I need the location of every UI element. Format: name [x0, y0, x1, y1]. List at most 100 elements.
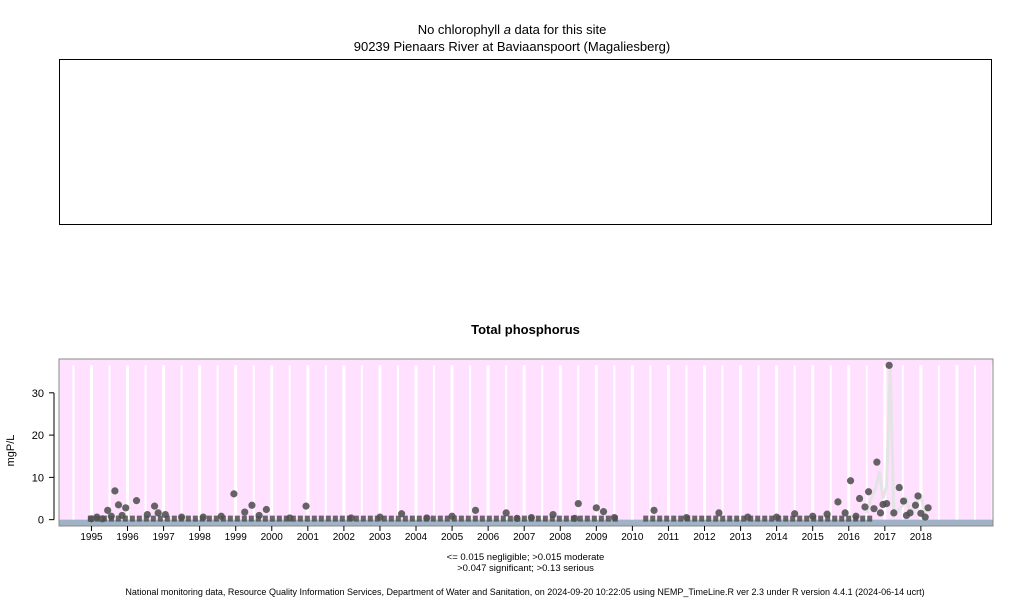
x-tick-label: 2016: [838, 532, 861, 543]
x-tick-label: 2002: [333, 532, 356, 543]
data-point: [855, 494, 864, 503]
x-tick-label: 2014: [766, 532, 789, 543]
footer-credit: National monitoring data, Resource Quali…: [125, 587, 925, 597]
data-point: [448, 512, 456, 520]
x-tick-label: 1997: [152, 532, 175, 543]
data-point: [914, 492, 922, 500]
x-tick-label: 2006: [477, 532, 500, 543]
data-point: [111, 487, 119, 495]
x-tick-label: 1996: [116, 532, 139, 543]
data-point: [906, 509, 914, 517]
data-point: [286, 514, 294, 522]
data-point: [650, 506, 658, 514]
data-point: [347, 514, 355, 522]
chlorophyll-empty-panel: [59, 59, 992, 225]
data-point: [852, 512, 860, 520]
data-point: [118, 511, 126, 520]
plot-frame: [58, 358, 994, 527]
x-tick-label: 1998: [189, 532, 212, 543]
data-point: [599, 508, 608, 516]
x-tick-label: 2015: [802, 532, 825, 543]
data-point: [161, 510, 169, 519]
chlorophyll-title-italic: a: [503, 22, 511, 37]
y-axis-label: mgP/L: [5, 435, 17, 467]
data-point: [93, 513, 101, 521]
chlorophyll-title: No chlorophyll a data for this site: [0, 22, 1024, 37]
x-tick-label: 2017: [874, 532, 897, 543]
data-point: [132, 497, 141, 505]
data-point: [610, 513, 618, 522]
data-point: [911, 501, 920, 509]
data-point: [122, 504, 130, 512]
data-points: [87, 361, 932, 523]
gridlines: [72, 365, 995, 526]
data-point: [715, 509, 723, 517]
data-point: [883, 499, 891, 508]
data-point: [870, 505, 878, 513]
x-tick-label: 2012: [693, 532, 716, 543]
data-point: [876, 509, 885, 517]
data-point: [114, 501, 123, 509]
data-point: [248, 501, 256, 509]
data-point: [773, 513, 781, 521]
data-point: [502, 509, 510, 517]
data-point: [549, 510, 557, 519]
data-point: [217, 512, 225, 520]
data-point: [864, 488, 873, 496]
data-point: [104, 506, 112, 514]
data-point: [423, 514, 431, 522]
data-point: [834, 498, 842, 506]
data-point: [809, 512, 817, 520]
phosphorus-chart-title: Total phosphorus: [471, 322, 580, 337]
data-point: [885, 361, 893, 369]
data-point: [823, 510, 831, 518]
data-point: [376, 513, 384, 521]
data-point: [143, 510, 151, 519]
data-point: [241, 508, 249, 516]
x-tick-label: 1995: [80, 532, 103, 543]
data-point: [154, 509, 162, 517]
threshold-legend-line2: >0.047 significant; >0.13 serious: [457, 563, 594, 574]
data-point: [230, 490, 238, 498]
x-tick-label: 2005: [441, 532, 464, 543]
data-point: [471, 506, 480, 514]
data-point: [682, 513, 691, 522]
data-point: [397, 510, 406, 518]
data-point: [302, 502, 310, 510]
x-tick-label: 2007: [513, 532, 536, 543]
y-tick-label: 0: [38, 515, 44, 527]
data-point: [846, 477, 855, 485]
data-point: [841, 509, 849, 517]
x-tick-label: 2008: [549, 532, 572, 543]
x-tick-label: 2010: [621, 532, 644, 543]
data-point: [262, 505, 270, 514]
x-tick-label: 2003: [369, 532, 392, 543]
data-point: [199, 513, 207, 521]
chlorophyll-title-suffix: data for this site: [510, 22, 607, 37]
data-point: [513, 514, 521, 522]
data-point: [107, 512, 115, 520]
plot-background: [59, 359, 993, 526]
data-point: [873, 458, 881, 466]
x-tick-label: 2013: [729, 532, 752, 543]
y-tick-label: 30: [32, 388, 44, 400]
data-point: [574, 499, 582, 508]
data-point: [592, 504, 600, 512]
data-point: [924, 504, 932, 512]
data-point: [921, 513, 929, 521]
data-point: [150, 502, 159, 510]
threshold-legend-line1: <= 0.015 negligible; >0.015 moderate: [446, 552, 605, 563]
data-point: [744, 513, 752, 521]
x-tick-label: 2001: [297, 532, 320, 543]
data-point: [98, 515, 106, 523]
data-point: [178, 513, 186, 521]
y-axis: 0 10 20 30: [32, 388, 55, 527]
x-tick-label: 2011: [658, 532, 680, 543]
baseline-band: [59, 519, 993, 526]
y-tick-label: 20: [32, 430, 44, 442]
data-point: [571, 514, 579, 522]
data-point: [861, 503, 869, 511]
data-point: [87, 515, 96, 523]
x-tick-label: 2018: [910, 532, 933, 543]
data-point: [890, 509, 898, 517]
